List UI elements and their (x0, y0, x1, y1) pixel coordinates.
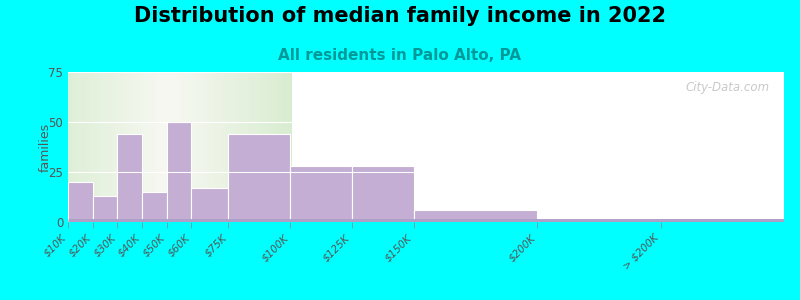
Bar (229, 134, 290, 222)
Bar (68, 182, 93, 222)
Bar (118, 134, 142, 222)
Bar (661, 218, 784, 222)
Bar (142, 192, 166, 222)
Bar (414, 210, 537, 222)
Bar (352, 166, 414, 222)
Text: City-Data.com: City-Data.com (686, 81, 770, 94)
Text: Distribution of median family income in 2022: Distribution of median family income in … (134, 6, 666, 26)
Bar (290, 166, 352, 222)
Y-axis label: families: families (39, 122, 52, 172)
Text: All residents in Palo Alto, PA: All residents in Palo Alto, PA (278, 48, 522, 63)
Bar (166, 122, 191, 222)
Bar (93, 196, 118, 222)
Bar (191, 188, 229, 222)
